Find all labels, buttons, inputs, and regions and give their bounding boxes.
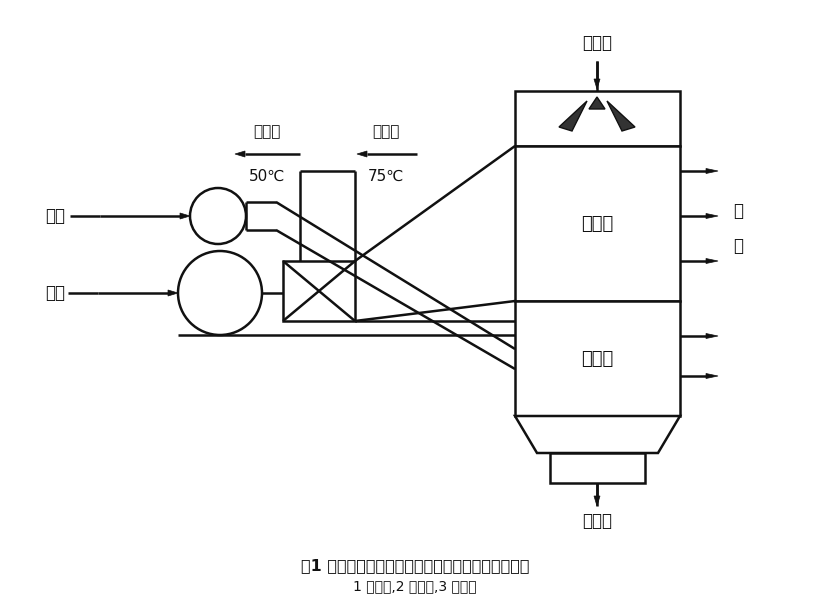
Polygon shape [515, 416, 680, 453]
Polygon shape [706, 168, 718, 174]
Bar [283, 261, 355, 321]
Text: 1 鼓风机,2 加热器,3 干燥器: 1 鼓风机,2 加热器,3 干燥器 [354, 579, 476, 593]
Polygon shape [589, 97, 605, 109]
Polygon shape [594, 79, 600, 89]
Bar [515, 301, 680, 416]
Polygon shape [357, 151, 367, 157]
Text: 湿大米: 湿大米 [582, 34, 612, 52]
Text: 图1 马其顿戈德坚地区地热大米干燥装置流程示意图: 图1 马其顿戈德坚地区地热大米干燥装置流程示意图 [300, 558, 530, 573]
Polygon shape [706, 373, 718, 379]
Polygon shape [706, 213, 718, 219]
Text: 气: 气 [733, 237, 743, 255]
Bar [550, 453, 645, 483]
Text: 冷却段: 冷却段 [581, 350, 613, 368]
Text: 空气: 空气 [45, 207, 65, 225]
Polygon shape [180, 213, 190, 219]
Text: 干燥段: 干燥段 [581, 215, 613, 233]
Polygon shape [607, 101, 635, 131]
Text: 50℃: 50℃ [249, 168, 286, 183]
Text: 空气: 空气 [45, 284, 65, 302]
Text: 地热水: 地热水 [253, 124, 281, 139]
Bar [515, 91, 680, 146]
Text: 地热水: 地热水 [373, 124, 400, 139]
Polygon shape [235, 151, 245, 157]
Text: 干大米: 干大米 [582, 512, 612, 530]
Bar [515, 146, 680, 301]
Polygon shape [706, 334, 718, 338]
Polygon shape [706, 258, 718, 263]
Polygon shape [559, 101, 587, 131]
Polygon shape [168, 290, 178, 296]
Text: 废: 废 [733, 202, 743, 220]
Polygon shape [594, 496, 600, 506]
Text: 75℃: 75℃ [368, 168, 404, 183]
